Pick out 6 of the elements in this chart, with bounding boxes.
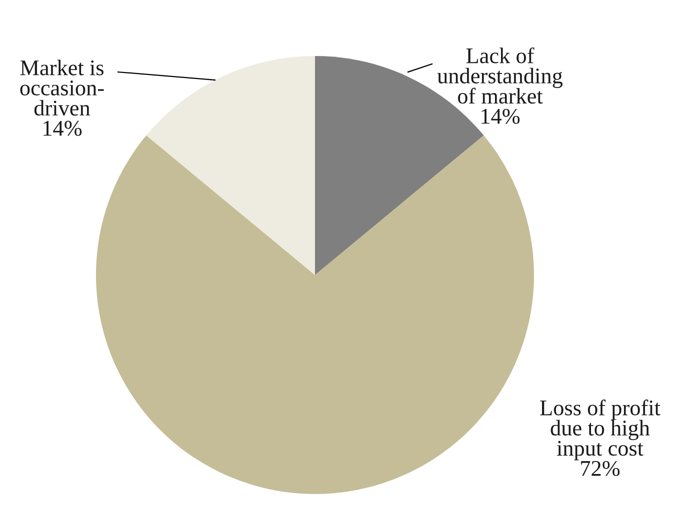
data-label: 72%: [581, 460, 620, 476]
data-label: 14%: [44, 120, 82, 136]
slice-label: Market is occasion- driven: [20, 60, 104, 116]
data-label: 14%: [482, 108, 520, 124]
slice-label: Loss of profit due to high input cost: [540, 400, 660, 460]
slice-label: Lack of understanding of market: [437, 47, 563, 104]
